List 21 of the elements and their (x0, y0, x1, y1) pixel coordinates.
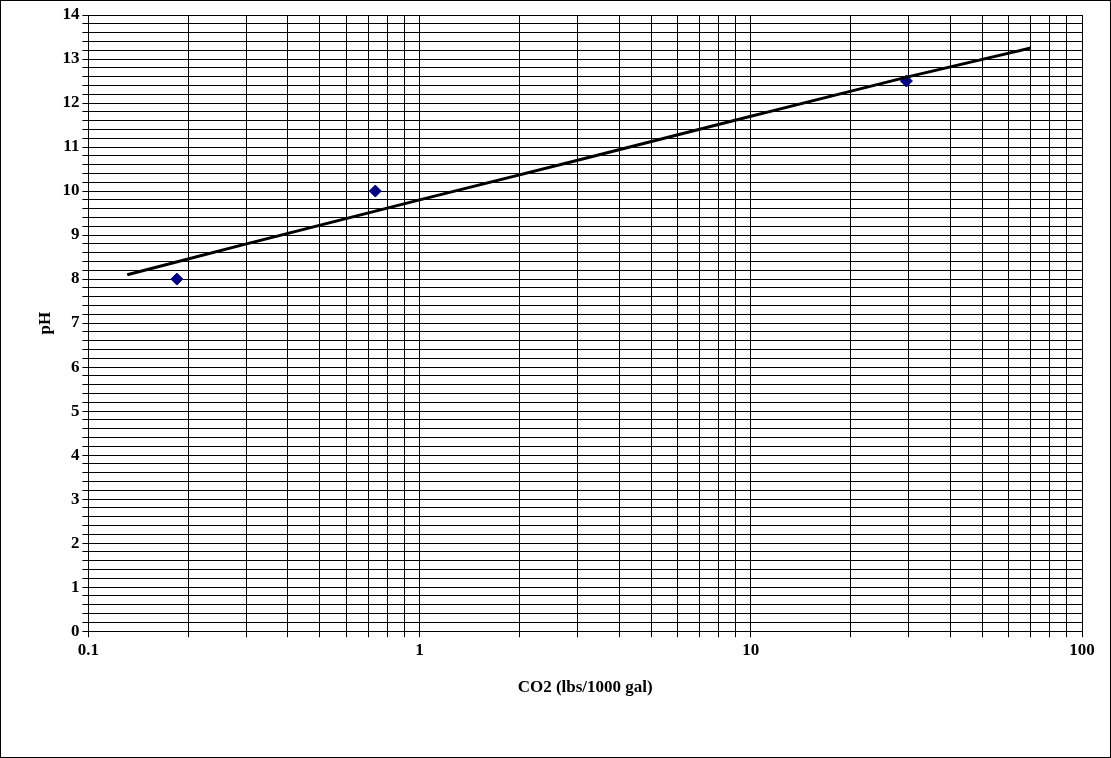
y-tick-label: 5 (70, 400, 80, 420)
x-tick-label: 10 (742, 639, 760, 659)
y-tick-label: 4 (70, 444, 80, 464)
x-tick-label: 0.1 (77, 639, 100, 659)
y-tick-label: 13 (62, 48, 80, 68)
y-tick-label: 6 (70, 356, 80, 376)
y-tick-label: 14 (62, 4, 80, 24)
y-tick-label: 7 (70, 312, 80, 332)
y-tick-label: 10 (62, 180, 80, 200)
y-tick-label: 8 (70, 268, 80, 288)
y-tick-label: 2 (70, 532, 80, 552)
y-axis-title: pH (34, 311, 54, 335)
y-tick-label: 11 (63, 136, 80, 156)
x-tick-label: 1 (415, 639, 424, 659)
y-tick-label: 3 (70, 488, 80, 508)
y-tick-label: 12 (62, 92, 80, 112)
y-tick-label: 9 (70, 224, 80, 244)
y-tick-label: 1 (70, 576, 80, 596)
x-tick-label: 100 (1069, 639, 1095, 659)
y-tick-label: 0 (70, 620, 80, 640)
x-axis-title: CO2 (lbs/1000 gal) (517, 677, 653, 697)
